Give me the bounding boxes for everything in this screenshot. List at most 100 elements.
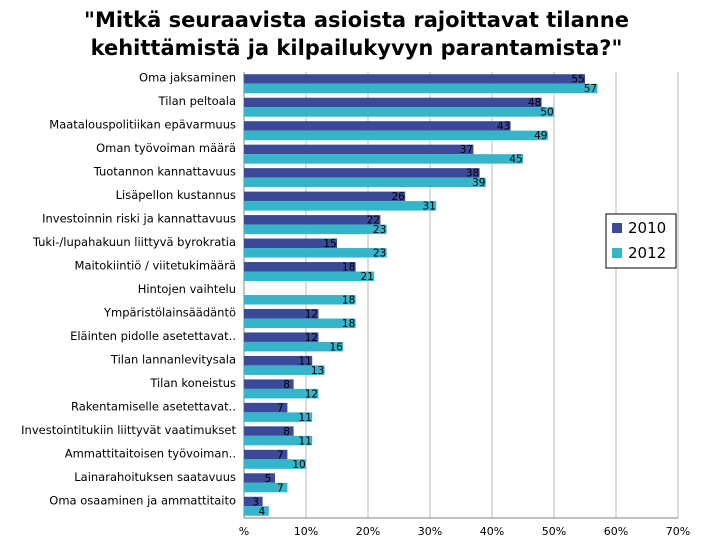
data-label: 4 — [258, 506, 265, 518]
category-label: Rakentamiselle asetettavat.. — [71, 399, 236, 413]
data-label: 26 — [392, 191, 406, 203]
data-label: 10 — [292, 459, 305, 471]
data-label: 38 — [466, 168, 479, 180]
bar-2010 — [244, 308, 319, 319]
category-label: Eläinten pidolle asetettavat.. — [70, 329, 236, 343]
data-label: 18 — [342, 295, 355, 307]
bar-2010 — [244, 97, 542, 108]
category-label: Investointitukiin liittyvät vaatimukset — [21, 423, 236, 437]
bar-2010 — [244, 191, 406, 202]
data-label: 12 — [305, 388, 318, 400]
x-tick-label: 10% — [294, 525, 318, 538]
chart-title: "Mitkä seuraavista asioista rajoittavat … — [84, 8, 629, 60]
category-label: Oma jaksaminen — [139, 71, 236, 85]
data-label: 57 — [584, 83, 597, 95]
bar-2010 — [244, 332, 319, 342]
bar-2012 — [244, 365, 325, 375]
data-label: 3 — [252, 496, 259, 508]
category-label: Tuotannon kannattavuus — [93, 165, 236, 179]
category-label: Oman työvoiman määrä — [96, 141, 236, 155]
data-label: 11 — [299, 355, 312, 367]
bar-2012 — [244, 388, 319, 399]
bar-2010 — [244, 426, 294, 436]
bar-2010 — [244, 355, 313, 366]
data-label: 7 — [277, 402, 284, 414]
legend-label-2010: 2010 — [628, 219, 666, 237]
x-tick-label: 60% — [604, 525, 628, 538]
bar-2012 — [244, 482, 288, 493]
category-label: Tilan lannanlevitysala — [110, 352, 236, 366]
data-label: 8 — [283, 426, 290, 438]
bar-2012 — [244, 201, 437, 211]
data-label: 11 — [299, 435, 312, 447]
data-label: 16 — [330, 341, 344, 353]
data-label: 23 — [373, 224, 386, 236]
bar-2012 — [244, 107, 554, 117]
category-label: Maatalouspolitiikan epävarmuus — [49, 118, 236, 132]
bars — [244, 74, 598, 516]
x-tick-label: 20% — [356, 525, 380, 538]
bar-2010 — [244, 496, 263, 507]
data-label: 21 — [361, 271, 374, 283]
data-label: 49 — [534, 130, 547, 142]
data-label: 11 — [299, 412, 312, 424]
bar-2010 — [244, 473, 275, 483]
legend: 2010 2012 — [605, 213, 677, 269]
bar-2010 — [244, 121, 511, 131]
bar-2012 — [244, 295, 356, 305]
category-label: Investoinnin riski ja kannattavuus — [42, 212, 236, 226]
data-label: 13 — [311, 365, 324, 377]
x-tick-label: 40% — [480, 525, 504, 538]
bar-2010 — [244, 215, 381, 225]
bar-2012 — [244, 341, 344, 352]
category-label: Ympäristölainsäädäntö — [103, 305, 236, 319]
category-label: Tilan peltoala — [158, 94, 236, 108]
data-label: 12 — [305, 308, 318, 320]
data-label: 50 — [540, 107, 553, 119]
bar-2010 — [244, 238, 337, 249]
bar-2012 — [244, 435, 313, 446]
x-tick-label: 50% — [542, 525, 566, 538]
bar-2012 — [244, 154, 523, 164]
bar-2010 — [244, 262, 356, 272]
data-label: 39 — [472, 177, 485, 189]
x-tick-label: 70% — [666, 525, 690, 538]
bar-2010 — [244, 379, 294, 389]
category-label: Tilan koneistus — [149, 376, 236, 390]
legend-swatch-2012 — [612, 248, 622, 258]
category-label: Maitokiintiö / viitetukimäärä — [75, 259, 236, 273]
data-label: 12 — [305, 332, 318, 344]
category-label: Ammattitaitoisen työvoiman.. — [65, 446, 236, 460]
data-label: 18 — [342, 318, 355, 330]
x-tick-label: % — [239, 525, 249, 538]
bar-2012 — [244, 506, 269, 516]
labels: % 10% 20% 30% 40% 50% 60% 70%Oma jaksaminen 5557… — [21, 71, 690, 538]
data-label: 7 — [277, 449, 284, 461]
data-label: 5 — [265, 473, 272, 485]
data-label: 37 — [460, 144, 473, 156]
data-label: 18 — [342, 262, 355, 274]
legend-swatch-2010 — [612, 223, 622, 233]
x-tick-label: 30% — [418, 525, 442, 538]
category-label: Oma osaaminen ja ammattitaito — [49, 493, 236, 507]
bar-2012 — [244, 412, 313, 422]
data-label: 15 — [323, 238, 336, 250]
category-label: Tuki-/lupahakuun liittyvä byrokratia — [32, 235, 236, 249]
data-label: 7 — [277, 482, 284, 494]
category-label: Hintojen vaihtelu — [138, 282, 236, 296]
bar-2010 — [244, 144, 474, 155]
bar-2010 — [244, 402, 288, 413]
data-label: 55 — [571, 74, 584, 86]
bar-2010 — [244, 449, 288, 460]
bar-2012 — [244, 318, 356, 328]
category-label: Lainarahoituksen saatavuus — [74, 470, 236, 484]
data-label: 22 — [367, 215, 380, 227]
bar-2012 — [244, 177, 486, 188]
data-label: 43 — [497, 121, 510, 133]
bar-2012 — [244, 459, 306, 469]
data-label: 48 — [528, 97, 541, 109]
bar-2012 — [244, 248, 387, 258]
bar-2012 — [244, 130, 548, 141]
bar-2010 — [244, 74, 585, 84]
